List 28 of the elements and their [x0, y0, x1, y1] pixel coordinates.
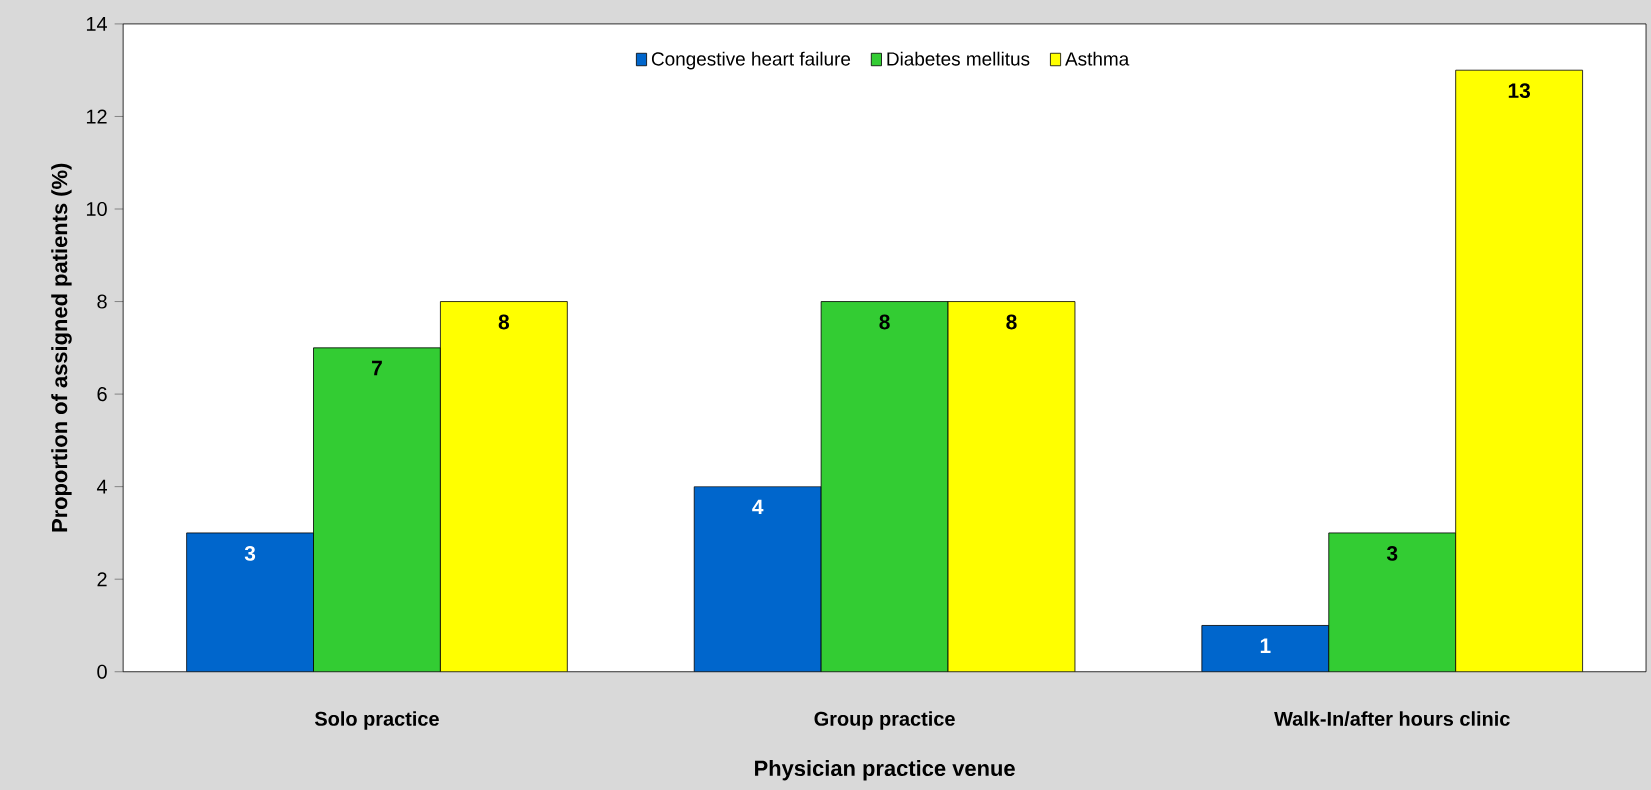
x-axis-title: Physician practice venue [755, 759, 1015, 781]
data-label: 7 [372, 360, 382, 376]
bar [1455, 69, 1583, 672]
data-label: 4 [752, 499, 764, 514]
data-label: 3 [244, 545, 256, 561]
data-label: 3 [1386, 545, 1398, 561]
data-label: 8 [1006, 314, 1017, 330]
y-tick-label: 12 [86, 109, 107, 124]
legend-label: Diabetes mellitus [887, 51, 1030, 66]
x-tick-label: Solo practice [314, 711, 439, 730]
y-tick-label: 14 [86, 16, 108, 31]
legend-label: Asthma [1065, 51, 1130, 66]
x-tick-label: Group practice [814, 711, 955, 730]
bar [440, 300, 568, 672]
y-tick-label: 10 [86, 201, 107, 216]
data-label: 8 [498, 314, 510, 330]
y-tick-label: 6 [97, 386, 107, 401]
bar [947, 300, 1076, 672]
legend-label: Congestive heart failure [651, 51, 851, 70]
data-label: 1 [1260, 638, 1271, 653]
data-label: 8 [879, 314, 890, 330]
y-tick-label: 0 [97, 664, 107, 679]
y-tick-label: 2 [97, 572, 107, 586]
data-label: 13 [1508, 83, 1531, 98]
y-axis-title: Proportion of assigned patients (%) [51, 163, 72, 532]
x-tick-label: Walk-In/after hours clinic [1274, 711, 1510, 726]
y-tick-label: 8 [97, 294, 107, 309]
y-tick-label: 4 [96, 479, 108, 494]
